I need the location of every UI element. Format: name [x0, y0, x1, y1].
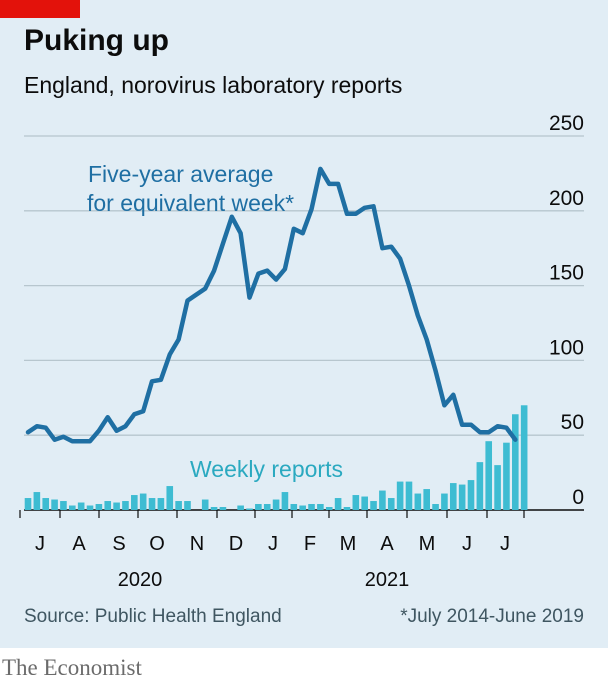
weekly-bar [131, 495, 138, 510]
year-label: 2021 [365, 569, 410, 591]
weekly-bar [210, 507, 218, 510]
weekly-bar [281, 492, 289, 510]
month-label: F [304, 533, 316, 555]
weekly-bar [449, 483, 457, 510]
weekly-bar [379, 490, 386, 510]
weekly-bar [148, 498, 156, 510]
month-label: J [500, 533, 510, 555]
weekly-bar [423, 489, 430, 510]
month-label: J [268, 533, 278, 555]
weekly-bar [51, 499, 58, 510]
weekly-bar [414, 493, 422, 510]
weekly-bar [69, 505, 76, 510]
weekly-bar [42, 498, 50, 510]
weekly-bar [86, 505, 94, 510]
month-label: M [340, 533, 357, 555]
weekly-bar [494, 465, 501, 510]
brand-logo: The Economist [2, 655, 142, 680]
bars-annotation: Weekly reports [190, 456, 343, 482]
weekly-bar [237, 505, 244, 510]
weekly-bar [467, 480, 475, 510]
month-label: A [380, 533, 394, 555]
weekly-bar [263, 504, 271, 510]
weekly-bar [219, 507, 227, 510]
weekly-bar [432, 504, 439, 510]
chart-subtitle: England, norovirus laboratory reports [24, 72, 403, 98]
weekly-bar [387, 498, 395, 510]
month-label: S [112, 533, 125, 555]
weekly-bar [503, 442, 510, 510]
weekly-bar [476, 462, 484, 510]
month-label: A [72, 533, 86, 555]
source-note: Source: Public Health England [24, 606, 282, 627]
chart-svg: 250 200 150 100 50 0 J A S O N D J F M A M J J 2020 2021 Five… [19, 112, 584, 591]
year-label: 2020 [118, 569, 163, 591]
month-label: N [190, 533, 204, 555]
weekly-bar [325, 507, 333, 510]
weekly-bar [441, 493, 448, 510]
weekly-bar [272, 499, 280, 510]
y-tick-label: 0 [572, 486, 584, 509]
weekly-bar [113, 502, 120, 510]
weekly-bar [122, 501, 129, 510]
weekly-bar [343, 507, 351, 510]
brand-red-bar [0, 0, 80, 18]
footnote: *July 2014-June 2019 [400, 606, 584, 627]
weekly-bar [104, 501, 112, 510]
weekly-bar [361, 496, 368, 510]
weekly-bar [139, 493, 147, 510]
weekly-bar [317, 504, 324, 510]
month-label: J [462, 533, 472, 555]
weekly-bar [201, 499, 209, 510]
weekly-bar [33, 492, 41, 510]
weekly-bar [24, 498, 32, 510]
weekly-bar [370, 501, 377, 510]
weekly-bar [396, 481, 404, 510]
month-label: M [419, 533, 436, 555]
line-layer [25, 166, 518, 444]
weekly-bar [246, 508, 253, 510]
weekly-bar [334, 498, 342, 510]
y-tick-label: 200 [549, 187, 584, 210]
y-tick-label: 100 [549, 336, 584, 359]
weekly-bar [95, 504, 103, 510]
chart-title: Puking up [24, 24, 169, 57]
weekly-bar [352, 495, 360, 510]
weekly-bar [458, 484, 466, 510]
weekly-bar [485, 441, 493, 510]
weekly-bar [175, 501, 182, 510]
line-annotation-2: for equivalent week* [87, 190, 294, 216]
labels-layer: 250 200 150 100 50 0 J A S O N D J F M A M J J 2020 2021 Five… [35, 112, 584, 591]
weekly-bar [308, 504, 315, 510]
weekly-bar [512, 414, 519, 510]
weekly-bar [60, 501, 67, 510]
weekly-bar [255, 504, 262, 510]
y-tick-label: 150 [549, 262, 584, 285]
month-label: O [149, 533, 165, 555]
line-annotation-1: Five-year average [88, 161, 273, 187]
weekly-bar [290, 504, 298, 510]
bars-layer [24, 405, 528, 510]
y-tick-label: 50 [561, 411, 584, 434]
weekly-bar [166, 486, 174, 510]
month-label: J [35, 533, 45, 555]
month-label: D [229, 533, 243, 555]
weekly-bar [299, 505, 306, 510]
five-year-average-line [25, 166, 518, 444]
weekly-bar [157, 498, 165, 510]
weekly-bar [520, 405, 528, 510]
y-tick-label: 250 [549, 112, 584, 135]
weekly-bar [184, 501, 191, 510]
weekly-bar [405, 481, 413, 510]
weekly-bar [77, 502, 85, 510]
chart-panel: Puking up England, norovirus laboratory … [0, 0, 608, 648]
